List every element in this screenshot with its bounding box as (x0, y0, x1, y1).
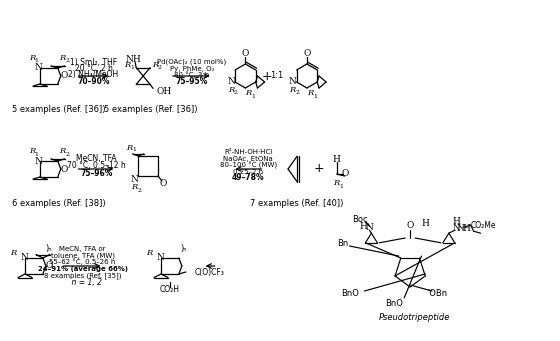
Text: 1: 1 (340, 183, 344, 189)
Text: 1: 1 (251, 93, 255, 99)
Text: R: R (245, 89, 251, 97)
Text: BnO: BnO (340, 290, 358, 298)
Text: N: N (227, 77, 235, 87)
Text: OH: OH (156, 87, 171, 96)
Text: R: R (29, 54, 35, 62)
Text: n = 1, 2: n = 1, 2 (64, 279, 101, 287)
Text: R: R (127, 144, 133, 152)
Text: 0.25–2 h: 0.25–2 h (234, 168, 263, 175)
Text: Pseudotripeptide: Pseudotripeptide (379, 313, 450, 323)
Text: 1:1: 1:1 (270, 72, 284, 80)
Text: +: + (262, 70, 273, 83)
Text: 75–95%: 75–95% (176, 77, 208, 87)
Text: 70 °C, 0.5–12 h: 70 °C, 0.5–12 h (67, 161, 126, 170)
Text: N: N (35, 157, 43, 165)
Text: R: R (146, 249, 152, 257)
Text: 2: 2 (296, 90, 300, 95)
Text: 70–90%: 70–90% (77, 77, 110, 87)
Text: Py, PhMe, O₂: Py, PhMe, O₂ (170, 65, 214, 72)
Text: MeCN, TFA or: MeCN, TFA or (59, 246, 106, 252)
Text: Bn: Bn (337, 239, 348, 249)
Text: 6 examples (Ref. [38]): 6 examples (Ref. [38]) (12, 198, 106, 208)
Text: 1: 1 (34, 151, 38, 157)
Text: R: R (59, 147, 66, 155)
Text: 49–78%: 49–78% (232, 174, 265, 182)
Text: N: N (156, 253, 164, 263)
Text: toluene, TFA (MW): toluene, TFA (MW) (50, 252, 115, 259)
Text: 5 examples (Ref. [36]): 5 examples (Ref. [36]) (104, 105, 198, 115)
Text: +: + (314, 163, 324, 176)
Text: Pd(OAc)₂ (10 mol%): Pd(OAc)₂ (10 mol%) (157, 59, 226, 65)
Text: O: O (60, 72, 67, 80)
Text: H: H (421, 219, 429, 228)
Text: R²-NH-OH·HCl: R²-NH-OH·HCl (224, 149, 273, 155)
Text: 55–62 °C, 0.5–26 h: 55–62 °C, 0.5–26 h (49, 258, 116, 265)
Text: O: O (342, 169, 349, 178)
Text: NaOAc, EtONa: NaOAc, EtONa (223, 155, 273, 162)
Text: NH: NH (125, 55, 141, 64)
Text: 20 °C, 2 h: 20 °C, 2 h (74, 64, 113, 73)
Text: R: R (290, 86, 296, 94)
Text: 24–91% (average 66%): 24–91% (average 66%) (38, 266, 128, 272)
Text: R: R (10, 249, 16, 257)
Text: N: N (457, 224, 465, 233)
Text: C(O)CF₃: C(O)CF₃ (195, 267, 225, 277)
Text: 2: 2 (158, 65, 162, 70)
Text: O: O (45, 262, 53, 270)
Text: 80–100 °C (MW): 80–100 °C (MW) (220, 161, 277, 168)
Text: R: R (152, 61, 158, 69)
Text: 7 examples (Ref. [40]): 7 examples (Ref. [40]) (250, 198, 344, 208)
Text: )ₙ: )ₙ (45, 244, 52, 253)
Text: 8 examples (Ref. [35]): 8 examples (Ref. [35]) (44, 272, 122, 279)
Text: N: N (20, 253, 28, 263)
Text: 5 examples (Ref. [36]): 5 examples (Ref. [36]) (12, 105, 105, 115)
Text: H: H (463, 224, 470, 233)
Text: 80 °C, 3 h: 80 °C, 3 h (174, 72, 209, 78)
Text: R: R (124, 61, 130, 69)
Text: 2: 2 (66, 151, 69, 157)
Text: 1) SmI₂, THF: 1) SmI₂, THF (70, 58, 117, 66)
Text: R: R (334, 179, 340, 187)
Text: MeCN, TFA: MeCN, TFA (76, 154, 116, 163)
Text: R: R (131, 183, 137, 191)
Text: N: N (35, 63, 43, 73)
Text: )ₙ: )ₙ (180, 244, 187, 253)
Text: O: O (159, 179, 167, 189)
Text: R: R (307, 89, 313, 97)
Text: N: N (366, 223, 374, 232)
Text: BnO: BnO (385, 299, 403, 309)
Text: 1: 1 (34, 59, 38, 63)
Text: CO₂H: CO₂H (160, 285, 180, 295)
Text: O: O (303, 49, 311, 59)
Text: N: N (453, 224, 461, 233)
Text: O: O (242, 49, 249, 59)
Text: CO₂Me: CO₂Me (471, 221, 496, 230)
Text: 2: 2 (234, 90, 238, 95)
Text: H: H (453, 217, 461, 226)
Text: 2: 2 (66, 59, 69, 63)
Text: N: N (289, 77, 297, 87)
Text: 1: 1 (133, 147, 137, 152)
Text: R: R (59, 54, 66, 62)
Text: 1: 1 (313, 93, 317, 99)
Text: R: R (29, 147, 35, 155)
Text: 2: 2 (137, 188, 141, 193)
Text: 75–96%: 75–96% (80, 168, 113, 178)
Text: N: N (130, 175, 138, 183)
Text: O: O (407, 222, 414, 231)
Text: H: H (333, 154, 340, 163)
Text: R: R (228, 86, 234, 94)
Text: O: O (60, 164, 67, 174)
Text: H: H (360, 222, 367, 231)
Text: 1: 1 (130, 65, 134, 70)
Text: 'OBn: 'OBn (427, 290, 447, 298)
Text: Boc: Boc (352, 215, 367, 224)
Text: 2) NH₃/MeOH: 2) NH₃/MeOH (68, 71, 119, 79)
